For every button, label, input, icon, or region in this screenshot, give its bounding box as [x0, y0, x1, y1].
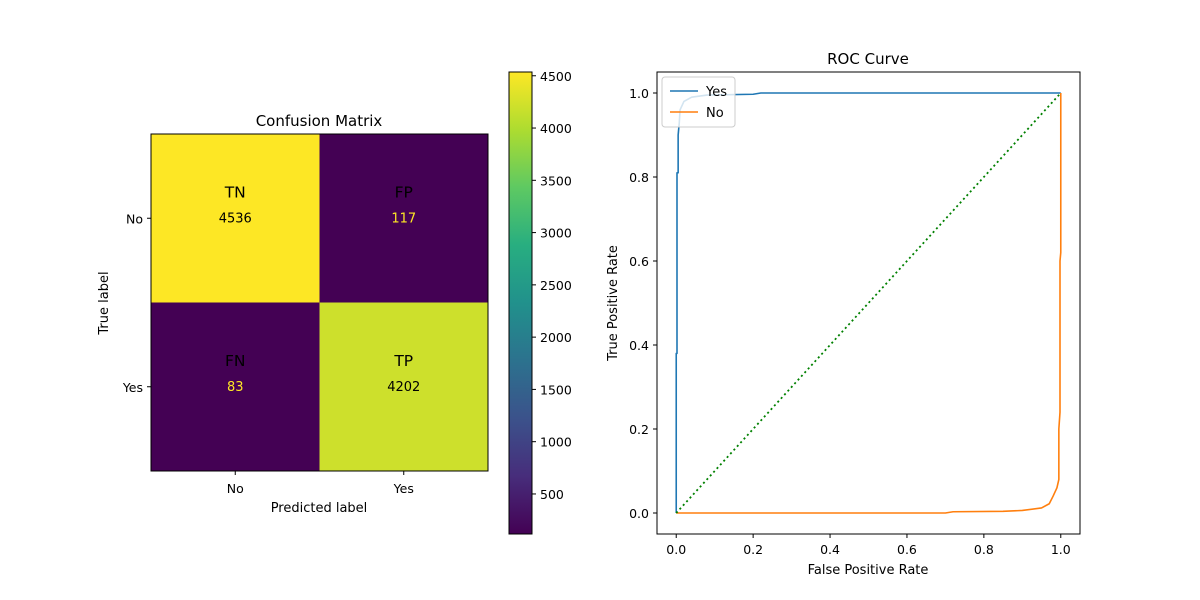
roc-y-tick-label: 0.4: [629, 338, 649, 353]
cell-value-tp: 4202: [387, 380, 420, 395]
legend-label-no: No: [706, 106, 724, 121]
roc-chance-line: [675, 92, 1062, 514]
quadrant-label-fp: FP: [395, 183, 413, 201]
legend-label-yes: Yes: [705, 85, 727, 100]
colorbar: 500 1000 1500 2000 2500 3000 3500 4000 4500: [508, 69, 572, 535]
roc-y-tick-label: 0.2: [629, 422, 649, 437]
confusion-cell-fn: [151, 302, 320, 471]
roc-curve-title: ROC Curve: [827, 50, 909, 68]
colorbar-gradient: [508, 71, 533, 535]
confusion-matrix-panel: Confusion Matrix TN 4536 FP 117 FN 83 TP 4202 N…: [97, 112, 489, 516]
confusion-cell-fp: [319, 134, 488, 303]
confusion-matrix-x-axis-label: Predicted label: [271, 501, 368, 516]
roc-x-tick-label: 1.0: [1051, 542, 1071, 557]
roc-x-axis-label: False Positive Rate: [808, 563, 929, 578]
roc-x-tick-label: 0.4: [820, 542, 840, 557]
y-tick-label: Yes: [122, 380, 143, 395]
colorbar-tick-label: 500: [540, 487, 564, 502]
quadrant-label-fn: FN: [225, 352, 246, 370]
colorbar-tick-label: 4000: [540, 121, 572, 136]
colorbar-tick-label: 1500: [540, 382, 572, 397]
confusion-matrix-y-axis-label: True label: [97, 271, 112, 335]
cell-value-tn: 4536: [219, 211, 252, 226]
roc-y-tick-label: 0.8: [629, 170, 649, 185]
legend-box: [661, 76, 736, 128]
colorbar-tick-label: 3500: [540, 173, 572, 188]
cell-value-fp: 117: [391, 211, 416, 226]
cell-value-fn: 83: [227, 380, 244, 395]
colorbar-tick-label: 2500: [540, 278, 572, 293]
colorbar-tick-label: 3000: [540, 226, 572, 241]
roc-y-axis-label: True Positive Rate: [606, 245, 621, 362]
confusion-matrix-title: Confusion Matrix: [256, 112, 383, 130]
roc-y-tick-label: 1.0: [629, 86, 649, 101]
colorbar-tick-label: 2000: [540, 330, 572, 345]
roc-y-tick-label: 0.6: [629, 254, 649, 269]
roc-x-tick-label: 0.6: [897, 542, 917, 557]
roc-y-tick-label: 0.0: [629, 506, 649, 521]
x-tick-label: Yes: [393, 481, 414, 496]
y-tick-label: No: [126, 211, 143, 226]
confusion-matrix-frame: [150, 133, 489, 472]
confusion-cell-tn: [151, 134, 320, 303]
roc-x-tick-label: 0.8: [974, 542, 994, 557]
roc-x-tick-label: 0.2: [743, 542, 763, 557]
roc-legend: Yes No: [661, 76, 736, 128]
colorbar-tick-label: 1000: [540, 435, 572, 450]
confusion-cell-tp: [319, 302, 488, 471]
roc-series-no: [676, 93, 1062, 514]
roc-plot-frame: [656, 71, 1081, 535]
quadrant-label-tn: TN: [224, 183, 246, 201]
x-tick-label: No: [227, 481, 244, 496]
roc-x-tick-label: 0.0: [666, 542, 686, 557]
roc-curve-panel: ROC Curve 0.0 0.2 0.4 0.6 0.8 1.0 0.0 0.2 0.4 0.6…: [606, 50, 1081, 578]
colorbar-tick-label: 4500: [540, 69, 572, 84]
quadrant-label-tp: TP: [393, 352, 413, 370]
